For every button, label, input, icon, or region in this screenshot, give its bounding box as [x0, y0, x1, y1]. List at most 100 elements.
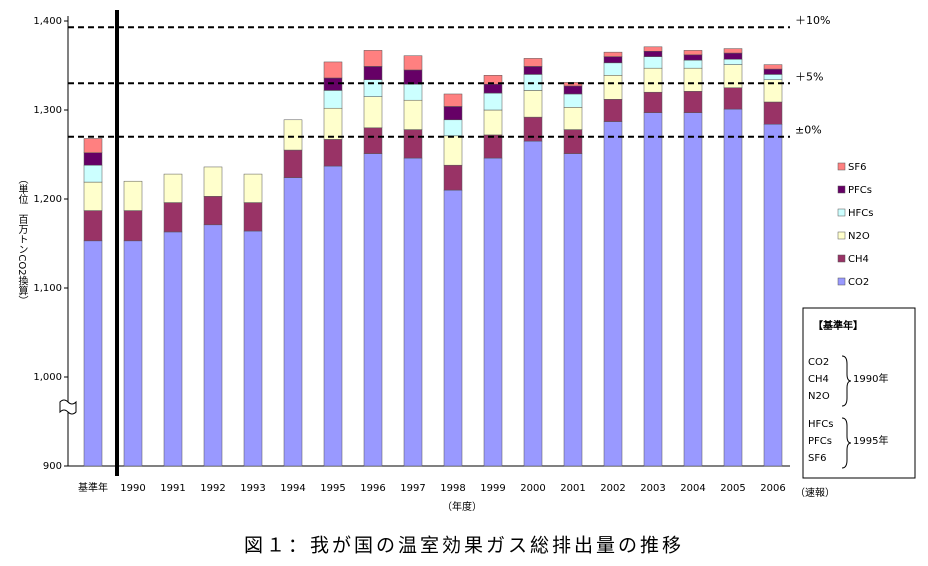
y-tick-label: 1,200 [33, 194, 62, 205]
legend-swatch [837, 162, 846, 171]
bar-segment [363, 50, 383, 67]
bar-segment [643, 67, 663, 93]
bar-segment [683, 67, 703, 92]
bar-segment [523, 58, 543, 67]
box-year: 1995年 [853, 434, 888, 447]
bar-segment [363, 96, 383, 129]
bar-segment [763, 64, 783, 70]
x-tick-label: 2001 [560, 483, 585, 494]
bar-segment [683, 50, 703, 56]
bar-segment [643, 112, 663, 467]
x-tick-label: 1997 [400, 483, 425, 494]
bar-segment [483, 83, 503, 94]
x-tick-label: 1993 [240, 483, 265, 494]
y-axis-label: （単位 百万トンCO2換算） [16, 174, 28, 305]
bar-segment [443, 93, 463, 107]
bar-segment [363, 153, 383, 467]
bar-segment [723, 48, 743, 54]
legend-label: PFCs [848, 185, 872, 196]
bar-segment [363, 66, 383, 80]
bar-segment [163, 231, 183, 467]
bar-segment [763, 123, 783, 467]
x-tick-label: 2005 [720, 483, 745, 494]
axis-break [59, 399, 77, 415]
bar-segment [203, 196, 223, 226]
legend-label: SF6 [848, 162, 866, 173]
bar-segment [683, 54, 703, 61]
bar-segment [483, 134, 503, 159]
bar-segment [443, 119, 463, 137]
bar-segment [83, 152, 103, 166]
bar-segment [363, 79, 383, 97]
x-axis-label: （年度） [442, 500, 482, 513]
bar-segment [203, 166, 223, 197]
y-tick-label: 1,100 [33, 283, 62, 294]
x-tick-label: 1990 [120, 483, 145, 494]
x-tick-label: 1999 [480, 483, 505, 494]
bar-segment [283, 177, 303, 467]
y-tick-label: 1,300 [33, 105, 62, 116]
bar-segment [403, 99, 423, 130]
bar-segment [763, 68, 783, 75]
legend-label: CH4 [848, 254, 869, 265]
box-item: CH4 [808, 374, 829, 385]
bar-segment [563, 129, 583, 154]
bar-segment [123, 180, 143, 211]
bar-segment [643, 91, 663, 113]
bar-segment [163, 173, 183, 203]
legend-label: N2O [848, 231, 870, 242]
bar-segment [563, 107, 583, 130]
legend-swatch [837, 231, 846, 240]
bar-segment [243, 173, 263, 203]
legend-label: HFCs [848, 208, 873, 219]
bar-segment [83, 164, 103, 183]
bar-segment [763, 101, 783, 125]
reference-label: ＋5% [795, 70, 823, 83]
legend-label: CO2 [848, 277, 869, 288]
bar-segment [723, 59, 743, 65]
bar-segment [403, 69, 423, 85]
bar-segment [283, 149, 303, 178]
bar-segment [243, 230, 263, 467]
x-tick-label: 1994 [280, 483, 305, 494]
box-item: N2O [808, 391, 830, 402]
bar-segment [723, 52, 743, 60]
x-tick-label: 1992 [200, 483, 225, 494]
bar-segment [563, 85, 583, 95]
box-year: 1990年 [853, 372, 888, 385]
chart-title: 図１：我が国の温室効果ガス総排出量の推移 [244, 535, 684, 557]
legend-swatch [837, 208, 846, 217]
bar-segment [443, 135, 463, 166]
bar-segment [83, 138, 103, 153]
reference-label: ＋10% [795, 14, 830, 27]
bar-segment [323, 61, 343, 79]
x-tick-label: 2004 [680, 483, 705, 494]
bar-segment [723, 108, 743, 467]
bar-segment [403, 157, 423, 467]
bar-segment [483, 109, 503, 136]
bar-segment [563, 153, 583, 467]
bar-segment [83, 240, 103, 467]
bar-segment [443, 189, 463, 467]
box-item: HFCs [808, 419, 833, 430]
box-item: SF6 [808, 453, 826, 464]
bar-segment [683, 112, 703, 467]
x-tick-label: 1998 [440, 483, 465, 494]
legend-swatch [837, 254, 846, 263]
bar-segment [123, 240, 143, 467]
bar-segment [323, 165, 343, 467]
bar-segment [723, 87, 743, 110]
bar-segment [443, 106, 463, 121]
bar-segment [763, 74, 783, 80]
bar-segment [563, 93, 583, 108]
bar-segment [643, 46, 663, 52]
bar-segment [483, 157, 503, 467]
bar-segment [603, 75, 623, 100]
bar-segment [603, 62, 623, 76]
brace [841, 417, 852, 469]
reference-label: ±0% [795, 124, 822, 137]
bar-segment [403, 83, 423, 101]
bar-segment [83, 181, 103, 211]
